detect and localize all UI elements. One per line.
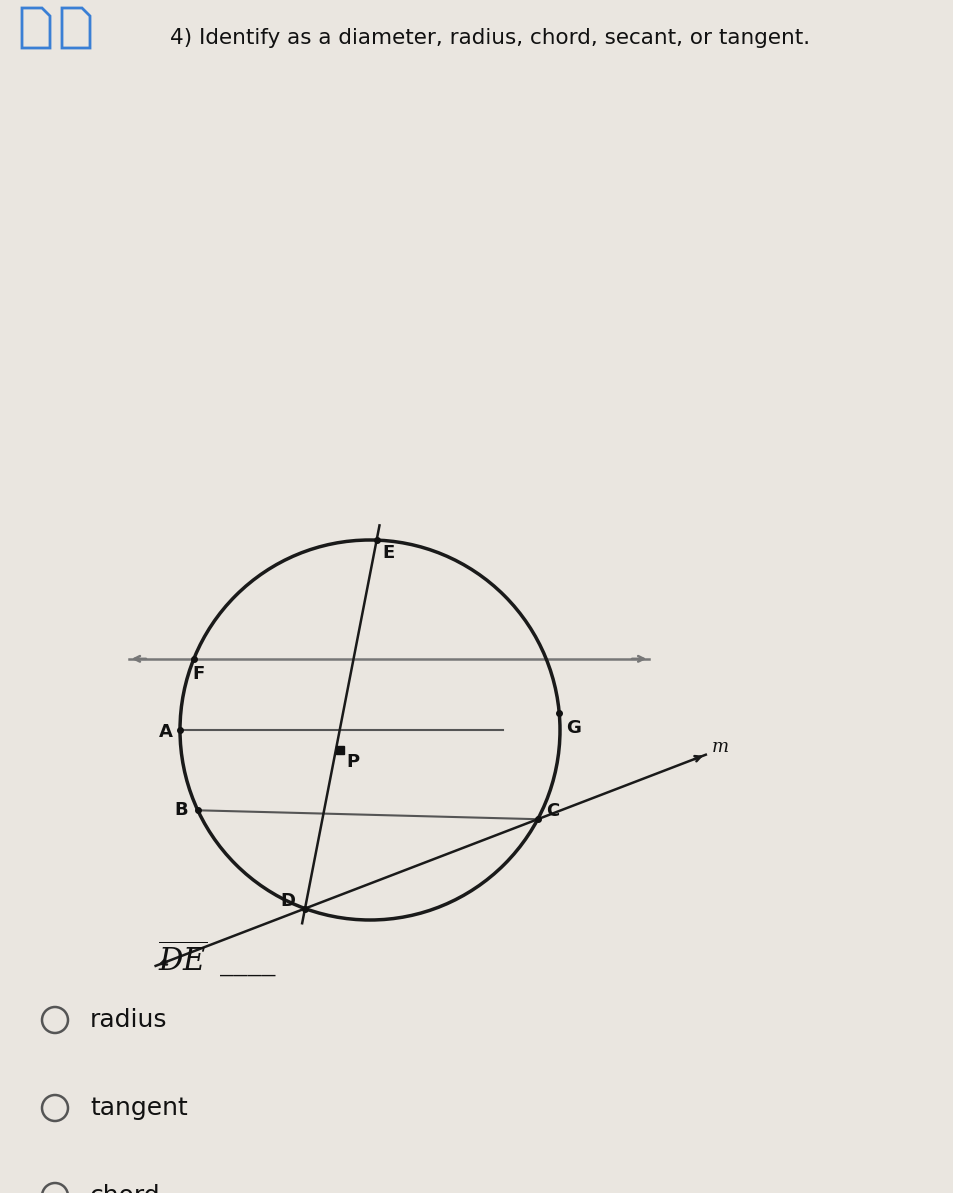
- Text: A: A: [159, 723, 172, 741]
- Text: $\overline{DE}$: $\overline{DE}$: [158, 942, 207, 977]
- Text: E: E: [382, 544, 395, 562]
- Text: ____: ____: [220, 950, 275, 977]
- Text: tangent: tangent: [90, 1096, 188, 1120]
- Text: 4) Identify as a diameter, radius, chord, secant, or tangent.: 4) Identify as a diameter, radius, chord…: [170, 27, 809, 48]
- Text: chord: chord: [90, 1183, 160, 1193]
- Text: G: G: [565, 719, 580, 737]
- Text: m: m: [711, 737, 727, 755]
- Text: P: P: [346, 753, 359, 771]
- Text: radius: radius: [90, 1008, 168, 1032]
- Text: D: D: [280, 891, 295, 909]
- Text: C: C: [545, 802, 558, 821]
- Text: F: F: [193, 665, 205, 682]
- Text: B: B: [173, 802, 188, 820]
